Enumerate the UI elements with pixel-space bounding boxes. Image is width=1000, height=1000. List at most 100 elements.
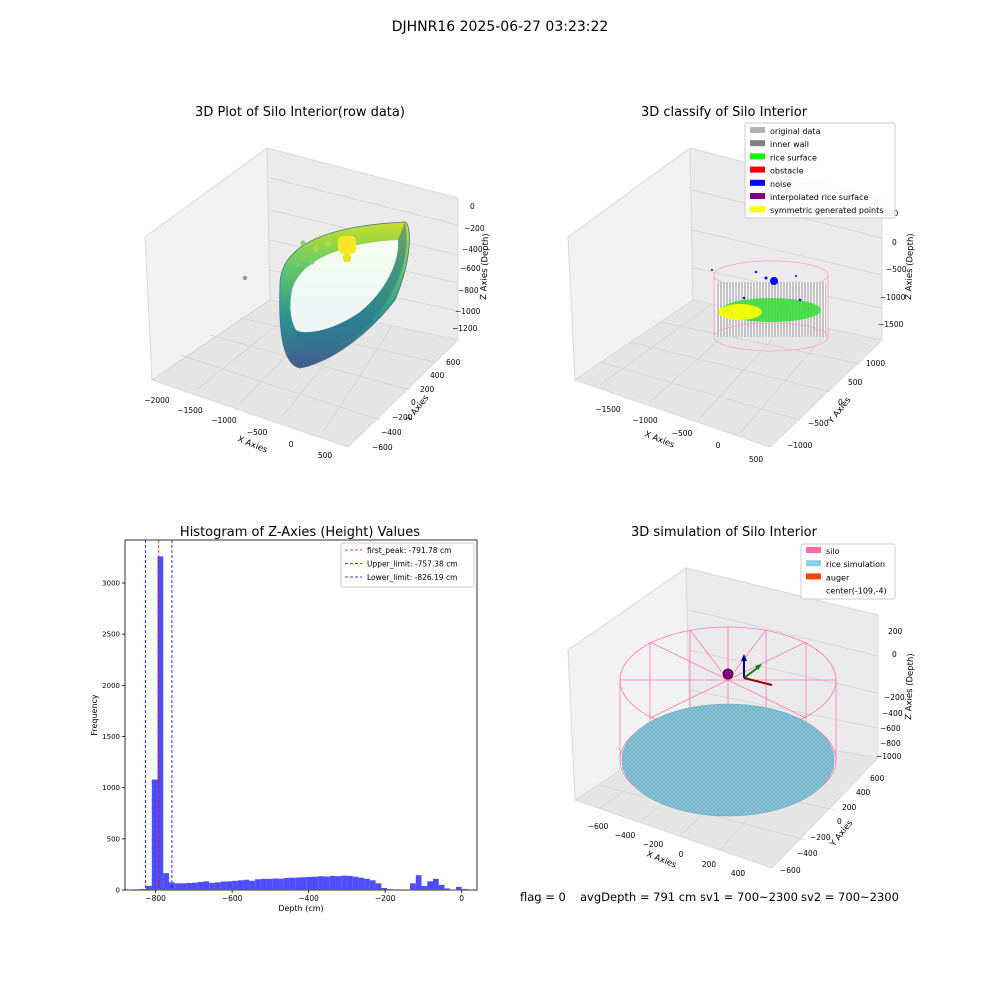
classify-zlabel: Z Axies (Depth) (904, 233, 916, 300)
hist-bars (134, 556, 468, 890)
legend-label: center(-109,-4) (826, 587, 887, 596)
sim-xtick: −200 (643, 840, 664, 849)
panel-classify-title: 3D classify of Silo Interior (641, 105, 808, 120)
hist-bar (381, 887, 388, 890)
legend-label: symmetric generated points (770, 206, 883, 215)
legend-label: auger (826, 573, 850, 582)
hist-xtick-label: −800 (145, 894, 166, 903)
hist-bar (197, 882, 204, 890)
raw-ztick: −200 (464, 224, 485, 233)
footer-status: flag = 0 avgDepth = 791 cm sv1 = 700~230… (520, 890, 899, 904)
hist-bar (226, 881, 233, 890)
hist-bar (209, 882, 215, 890)
sim-ztick: 200 (888, 627, 903, 636)
raw-xlabel: X Axies (236, 435, 269, 456)
sim-xtick: 200 (702, 860, 717, 869)
sim-ztick: 0 (892, 650, 897, 659)
classify-xtick: −500 (672, 429, 693, 438)
sim-ytick: 600 (870, 774, 885, 783)
hist-xtick-label: −200 (375, 894, 396, 903)
hist-bar (140, 888, 147, 890)
hist-bar (214, 882, 221, 890)
footer-avg-depth: avgDepth = 791 cm (580, 890, 696, 904)
hist-bar (180, 883, 187, 890)
raw-ztick: −1200 (452, 324, 478, 333)
classify-ytick: 500 (848, 378, 863, 387)
sim-zlabel: Z Axies (Depth) (904, 653, 916, 720)
hist-bar (415, 875, 422, 890)
sim-ytick: 200 (842, 803, 857, 812)
raw-ztick: −1000 (455, 307, 481, 316)
legend-label: silo (826, 547, 840, 556)
classify-ztick: −1500 (878, 320, 904, 329)
footer-flag: flag = 0 (520, 890, 566, 904)
hist-bar (438, 884, 445, 890)
sim-ytick: 0 (837, 817, 842, 826)
sim-ztick: −1000 (876, 752, 902, 761)
sim-xtick: 0 (679, 850, 684, 859)
classified-cylinder (711, 260, 829, 352)
legend-label: Upper_limit: -757.38 cm (367, 560, 458, 569)
hist-bar (163, 873, 169, 890)
raw-ylabel: Y Axies (404, 393, 432, 425)
hist-bar (410, 883, 416, 890)
sim-ztick: −800 (880, 739, 901, 748)
hist-bar (278, 878, 284, 890)
hist-ytick-label: 0 (116, 887, 120, 895)
rice-simulation-surface (621, 703, 835, 817)
hist-ytick-label: 500 (107, 835, 120, 843)
classify-ytick: −500 (808, 419, 829, 428)
classify-ztick: −1000 (880, 293, 906, 302)
hist-bar (220, 881, 227, 890)
legend-label: noise (770, 180, 791, 189)
sim-xtick: −400 (615, 831, 636, 840)
hist-xtick-label: 0 (459, 894, 464, 903)
raw-xtick: −1000 (211, 416, 237, 425)
hist-bar (134, 889, 141, 890)
hist-bar (312, 876, 319, 890)
sim-xtick: −600 (588, 822, 609, 831)
hist-xlabel: Depth (cm) (278, 904, 323, 913)
hist-bar (335, 876, 342, 890)
classify-ytick: 0 (838, 398, 843, 407)
hist-ylabel: Frequency (90, 694, 99, 736)
hist-bar (266, 878, 273, 890)
hist-bar (301, 877, 307, 890)
hist-bar (203, 881, 210, 890)
hist-bar (444, 888, 451, 890)
raw-ytick: −600 (372, 443, 393, 452)
legend-swatch (750, 127, 765, 133)
legend-swatch (806, 547, 821, 553)
hist-ytick-label: 1500 (102, 733, 120, 741)
sim-ztick: −200 (884, 693, 905, 702)
sim-ytick: −600 (780, 866, 801, 875)
raw-ytick: −400 (381, 428, 402, 437)
hist-bar (289, 877, 296, 890)
sim-ytick: −400 (797, 849, 818, 858)
classify-ztick: 0 (892, 238, 897, 247)
raw-ytick: 0 (411, 398, 416, 407)
legend-swatch (750, 193, 765, 199)
raw-xtick: 0 (289, 440, 294, 449)
hist-yticks: 0 500 1000 1500 2000 2500 3000 (102, 579, 125, 895)
hist-bar (306, 876, 313, 890)
classify-xtick: 0 (716, 441, 721, 450)
legend-label: inner wall (770, 140, 809, 149)
hist-bar (329, 875, 336, 890)
raw-ytick: 600 (446, 358, 461, 367)
hist-plot-area (124, 539, 478, 891)
hist-bar (364, 878, 370, 890)
raw-ztick: −600 (460, 264, 481, 273)
hist-bar (421, 885, 428, 890)
legend-label: rice surface (770, 153, 817, 162)
footer-sv1: sv1 = 700~2300 (700, 890, 798, 904)
hist-bar (272, 878, 279, 890)
hist-bar (427, 881, 433, 890)
hist-bar (174, 883, 181, 890)
panel-raw-3d: 3D Plot of Silo Interior(row data) (144, 105, 491, 460)
hist-bar (151, 779, 158, 890)
hist-bar (295, 877, 301, 890)
raw-xtick: −2000 (144, 396, 170, 405)
raw-xtick: −1500 (177, 406, 203, 415)
